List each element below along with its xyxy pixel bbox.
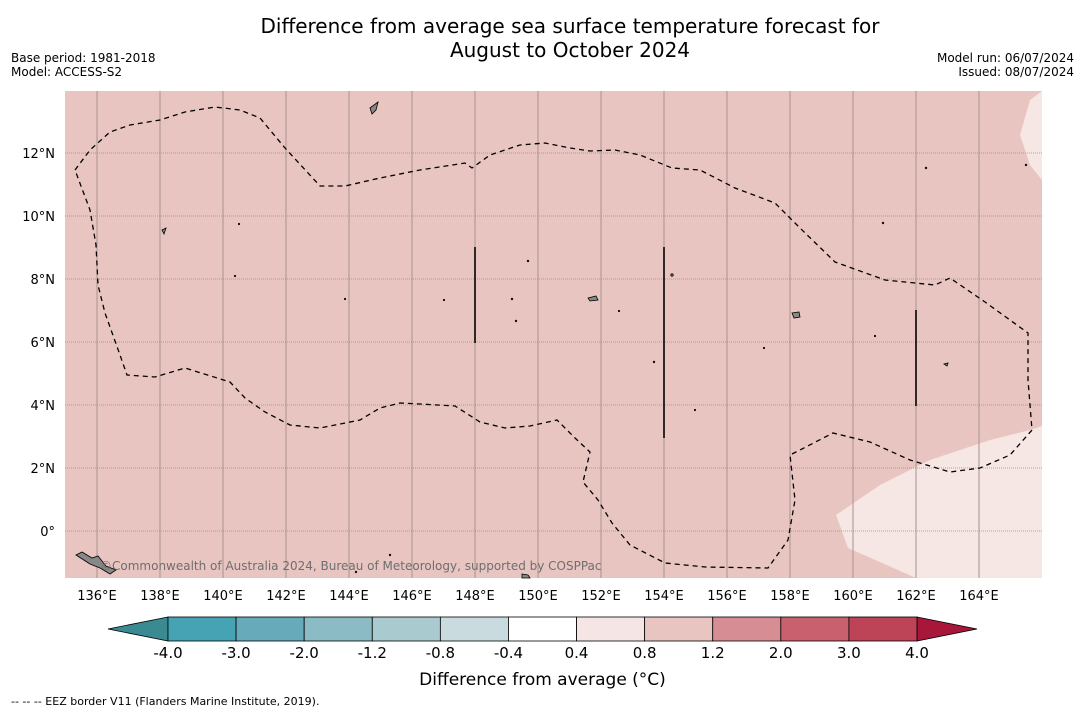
- longitude-label: 164°E: [959, 589, 999, 604]
- longitude-label: 140°E: [203, 589, 243, 604]
- latitude-label: 2°N: [31, 462, 56, 477]
- atoll: [693, 408, 697, 412]
- colorbar-tick-label: -1.2: [358, 644, 387, 662]
- atoll: [442, 298, 446, 302]
- longitude-label: 154°E: [644, 589, 684, 604]
- latitude-label: 12°N: [22, 147, 55, 162]
- anomaly-region-light-ne: [1020, 91, 1042, 180]
- base-period: Base period: 1981-2018: [11, 51, 156, 65]
- longitude-label: 158°E: [770, 589, 810, 604]
- colorbar-swatch: [508, 616, 577, 642]
- latitude-label: 6°N: [31, 336, 56, 351]
- colorbar-tick-label: -4.0: [153, 644, 182, 662]
- colorbar-tick-label: -3.0: [221, 644, 250, 662]
- island-yap: [161, 227, 167, 236]
- latitude-label: 0°: [40, 525, 55, 540]
- colorbar-tick-label: -0.8: [426, 644, 455, 662]
- atoll: [670, 273, 674, 277]
- colorbar-tick-label: 0.8: [633, 644, 657, 662]
- longitude-labels: 136°E 138°E 140°E 142°E 144°E 146°E 148°E 150°E…: [77, 589, 999, 604]
- colorbar-tick-label: 4.0: [905, 644, 929, 662]
- copyright-notice: ©Commonwealth of Australia 2024, Bureau …: [100, 559, 602, 573]
- atoll: [510, 297, 514, 301]
- longitude-label: 150°E: [518, 589, 558, 604]
- atoll: [652, 360, 656, 364]
- latitude-labels: 12°N 10°N 8°N 6°N 4°N 2°N 0°: [22, 147, 55, 540]
- longitude-label: 160°E: [833, 589, 873, 604]
- model-name: Model: ACCESS-S2: [11, 65, 123, 79]
- colorbar-extend-low: [107, 616, 169, 642]
- title-line-2: August to October 2024: [449, 38, 691, 62]
- atoll: [617, 309, 621, 313]
- longitude-label: 142°E: [266, 589, 306, 604]
- atoll: [881, 221, 885, 225]
- longitude-label: 144°E: [329, 589, 369, 604]
- longitude-label: 138°E: [140, 589, 180, 604]
- atoll: [1024, 163, 1028, 167]
- colorbar-swatch: [303, 616, 373, 642]
- atoll: [762, 346, 766, 350]
- colorbar-swatch: [235, 616, 305, 642]
- island-chuuk: [587, 295, 599, 302]
- atoll: [924, 166, 928, 170]
- colorbar-tick-label: 0.4: [565, 644, 589, 662]
- model-run: Model run: 06/07/2024: [936, 51, 1074, 65]
- meta-left: Base period: 1981-2018 Model: ACCESS-S2: [11, 51, 156, 79]
- colorbar-swatch: [576, 616, 646, 642]
- title-line-1: Difference from average sea surface temp…: [260, 14, 880, 38]
- atoll: [514, 319, 518, 323]
- atoll: [388, 553, 392, 557]
- colorbar-swatch: [644, 616, 714, 642]
- meta-right: Model run: 06/07/2024 Issued: 08/07/2024: [937, 51, 1074, 79]
- atoll: [233, 274, 237, 278]
- island-palau-south: [75, 551, 117, 575]
- island-kosrae: [943, 362, 949, 367]
- colorbar-label: Difference from average (°C): [419, 670, 666, 690]
- longitude-label: 148°E: [455, 589, 495, 604]
- latitude-label: 10°N: [22, 210, 55, 225]
- latitude-label: 8°N: [31, 273, 56, 288]
- footnote-eez: -- -- -- EEZ border V11 (Flanders Marine…: [11, 695, 320, 708]
- colorbar-tick-label: 2.0: [769, 644, 793, 662]
- colorbar-swatch: [712, 616, 782, 642]
- colorbar-swatch: [167, 616, 237, 642]
- colorbar-swatch: [371, 616, 441, 642]
- latitude-label: 4°N: [31, 399, 56, 414]
- longitude-label: 146°E: [392, 589, 432, 604]
- colorbar-swatch: [780, 616, 850, 642]
- atoll: [873, 334, 877, 338]
- colorbar-tick-label: 1.2: [701, 644, 725, 662]
- atoll: [354, 570, 358, 574]
- colorbar-tick-label: 3.0: [837, 644, 861, 662]
- longitude-label: 156°E: [707, 589, 747, 604]
- atoll: [526, 259, 530, 263]
- longitude-label: 136°E: [77, 589, 117, 604]
- issued-date: Issued: 08/07/2024: [958, 65, 1074, 79]
- islands: [75, 101, 1028, 579]
- longitude-label: 152°E: [581, 589, 621, 604]
- colorbar-swatch: [848, 616, 918, 642]
- longitude-label: 162°E: [896, 589, 936, 604]
- island-guam: [369, 101, 379, 115]
- colorbar-swatch: [439, 616, 509, 642]
- atoll: [237, 222, 241, 226]
- atoll: [343, 297, 347, 301]
- island-pohnpei: [791, 311, 801, 319]
- map-title: Difference from average sea surface temp…: [0, 14, 1085, 62]
- eez-border: [74, 106, 1033, 569]
- colorbar-tick-label: -2.0: [290, 644, 319, 662]
- island-manus: [521, 573, 531, 579]
- colorbar: -4.0 -3.0 -2.0 -1.2 -0.8 -0.4 0.4 0.8 1.2 2.0 3.0 4…: [107, 616, 978, 662]
- colorbar-tick-label: -0.4: [494, 644, 523, 662]
- colorbar-extend-high: [916, 616, 978, 642]
